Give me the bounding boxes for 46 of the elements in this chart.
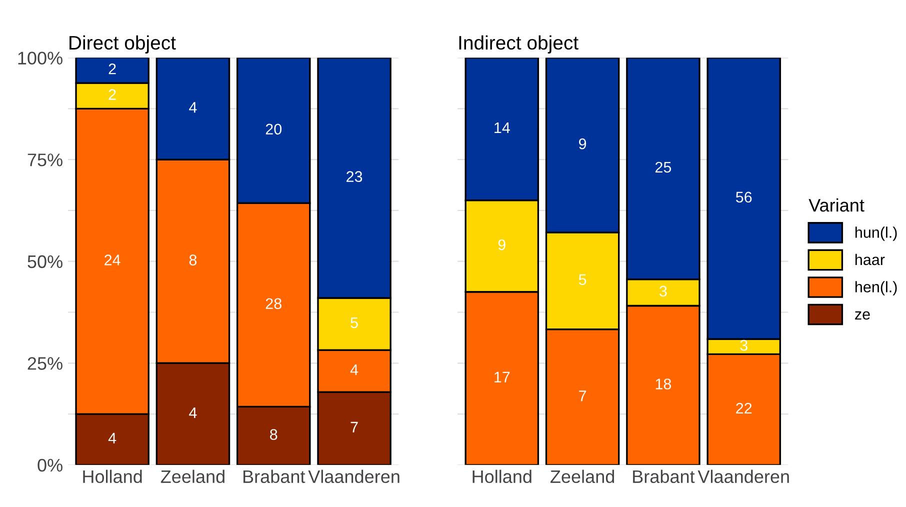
x-tick-label: Brabant bbox=[633, 470, 695, 484]
x-tick-label: Vlaanderen bbox=[698, 470, 789, 484]
annotation: 4 bbox=[189, 102, 197, 113]
annotation: 5 bbox=[578, 274, 586, 285]
annotation: 24 bbox=[104, 254, 120, 266]
annotation: 28 bbox=[266, 298, 282, 310]
x-tick-label: Brabant bbox=[243, 470, 306, 484]
y-tick-label: 100% bbox=[18, 52, 62, 65]
annotation: 25 bbox=[655, 162, 672, 173]
annotation: 4 bbox=[189, 407, 197, 418]
y-tick-label: 25% bbox=[28, 357, 62, 370]
y-tick-label: 0% bbox=[38, 458, 62, 472]
annotation: 8 bbox=[270, 429, 278, 440]
annotation: 20 bbox=[266, 124, 282, 135]
annotation: 5 bbox=[350, 317, 358, 328]
x-tick-label: Holland bbox=[83, 470, 142, 484]
annotation: 23 bbox=[346, 171, 362, 182]
annotation: 3 bbox=[660, 286, 667, 297]
annotation: 14 bbox=[494, 122, 510, 133]
y-tick-label: 75% bbox=[28, 154, 62, 166]
chart-title: Indirect object bbox=[459, 35, 578, 54]
annotation: 2 bbox=[108, 64, 116, 74]
legend-label: haar bbox=[855, 254, 885, 266]
annotation: 7 bbox=[579, 390, 586, 402]
annotation: 17 bbox=[494, 372, 510, 382]
chart-title: Direct object bbox=[70, 35, 176, 54]
annotation: 3 bbox=[740, 340, 748, 351]
legend-label: ze bbox=[855, 311, 870, 320]
annotation: 22 bbox=[736, 402, 752, 414]
x-tick-label: Zeeland bbox=[160, 470, 224, 484]
annotation: 9 bbox=[498, 239, 506, 250]
annotation: 18 bbox=[656, 378, 672, 390]
x-tick-label: Holland bbox=[472, 470, 532, 484]
annotation: 2 bbox=[108, 89, 116, 100]
x-tick-label: Zeeland bbox=[550, 470, 614, 484]
y-tick-label: 50% bbox=[28, 255, 62, 268]
annotation: 4 bbox=[350, 364, 358, 376]
x-tick-label: Vlaanderen bbox=[308, 470, 400, 484]
legend-title: Variant bbox=[808, 198, 864, 212]
annotation: 56 bbox=[736, 192, 752, 203]
annotation: 4 bbox=[108, 432, 116, 444]
annotation: 9 bbox=[579, 138, 586, 150]
annotation: 7 bbox=[350, 422, 358, 432]
annotation: 8 bbox=[189, 254, 197, 266]
legend-label: hen(l.) bbox=[855, 281, 897, 296]
legend-label: hun(l.) bbox=[855, 226, 897, 241]
